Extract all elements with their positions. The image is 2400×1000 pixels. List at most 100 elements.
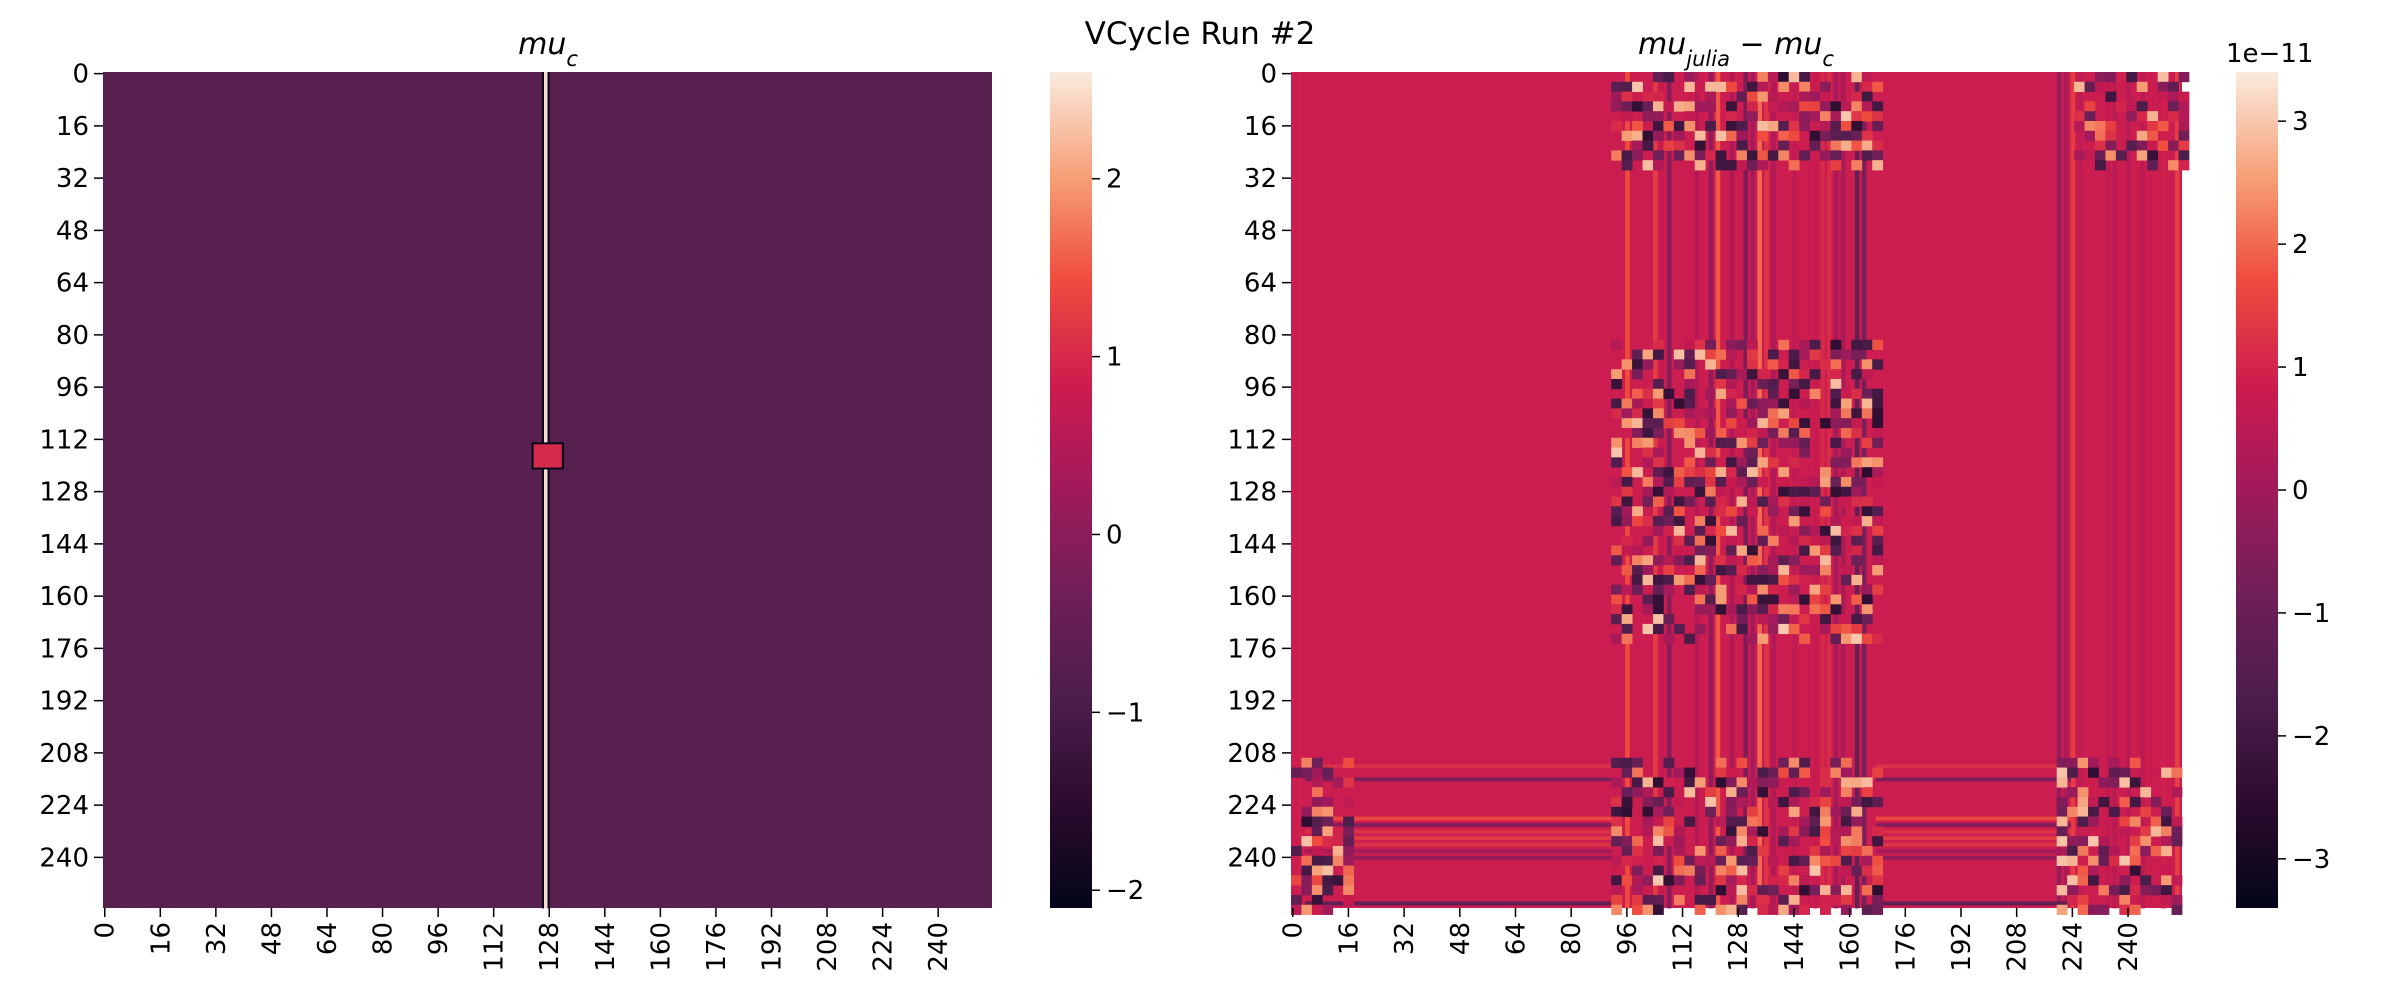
error-cell	[1767, 150, 1779, 161]
error-cell	[1767, 565, 1779, 576]
error-cell	[1705, 574, 1717, 586]
error-cell	[1830, 826, 1842, 837]
error-cell	[1663, 506, 1675, 517]
error-cell	[1851, 72, 1863, 83]
error-cell	[1726, 885, 1737, 896]
error-cell	[1684, 535, 1696, 546]
error-cell	[1684, 476, 1696, 488]
error-cell	[1746, 574, 1758, 586]
error-cell	[1809, 806, 1821, 817]
error-cell	[2115, 101, 2127, 112]
error-cell	[1736, 836, 1748, 847]
error-cell	[2056, 816, 2068, 827]
error-cell	[1642, 574, 1654, 586]
error-cell	[1632, 150, 1643, 161]
error-cell	[1778, 836, 1790, 847]
error-cell	[2178, 111, 2190, 122]
error-cell	[1840, 777, 1852, 788]
error-cell	[1642, 111, 1654, 122]
error-cell	[2056, 855, 2068, 866]
error-cell	[1861, 457, 1873, 468]
error-cell	[2126, 140, 2138, 151]
error-cell	[1757, 120, 1769, 132]
error-cell	[1757, 457, 1769, 468]
error-cell	[2178, 72, 2190, 83]
error-cell	[1642, 787, 1654, 798]
error-cell	[1820, 894, 1831, 906]
error-cell	[1788, 594, 1800, 605]
error-cell	[1673, 516, 1685, 527]
error-cell	[1642, 140, 1654, 151]
x-tick-label: 48	[1446, 922, 1476, 955]
error-cell	[1715, 865, 1727, 876]
error-cell	[1663, 516, 1675, 527]
error-cell	[1736, 777, 1748, 788]
error-cell	[1872, 437, 1884, 448]
y-tick-label: 64	[1244, 269, 1277, 299]
error-cell	[1632, 81, 1643, 92]
error-streak	[1304, 816, 1612, 821]
error-cell	[1820, 787, 1831, 798]
error-cell	[1632, 777, 1643, 788]
error-streak	[1304, 836, 1612, 841]
error-cell	[1736, 418, 1748, 429]
error-cell	[1673, 467, 1685, 478]
error-cell	[1746, 101, 1758, 112]
error-cell	[1799, 120, 1810, 132]
error-cell	[1799, 101, 1810, 112]
error-cell	[1642, 418, 1654, 429]
y-tick-label: 112	[1227, 425, 1277, 455]
error-cell	[1652, 160, 1664, 171]
error-cell	[1861, 787, 1873, 798]
colorbar-tick-label: 1	[1106, 343, 1123, 373]
error-streak	[2175, 72, 2180, 909]
error-cell	[1872, 885, 1884, 896]
error-cell	[1652, 555, 1664, 566]
error-cell	[1820, 796, 1831, 808]
error-cell	[1673, 427, 1685, 439]
error-cell	[1746, 777, 1758, 788]
error-cell	[1757, 787, 1769, 798]
error-cell	[1322, 865, 1334, 876]
error-cell	[1652, 845, 1664, 857]
error-cell	[2140, 787, 2152, 798]
error-cell	[2077, 845, 2089, 857]
error-cell	[2105, 130, 2117, 141]
error-cell	[1757, 633, 1769, 644]
error-cell	[1715, 81, 1727, 92]
error-cell	[1757, 525, 1769, 537]
error-cell	[1746, 496, 1758, 507]
error-cell	[2136, 111, 2148, 122]
error-cell	[1757, 427, 1769, 439]
error-cell	[1872, 359, 1884, 370]
error-cell	[1684, 72, 1696, 83]
error-cell	[1799, 855, 1810, 866]
x-tick-label: 80	[369, 922, 399, 955]
error-cell	[1726, 369, 1737, 380]
error-cell	[1726, 525, 1737, 537]
error-cell	[1726, 623, 1737, 635]
error-cell	[1694, 574, 1706, 586]
error-cell	[1632, 130, 1643, 141]
error-cell	[1830, 894, 1842, 906]
error-cell	[1840, 408, 1852, 419]
error-cell	[1715, 767, 1727, 778]
error-cell	[1632, 574, 1643, 586]
figure-suptitle: VCycle Run #2	[1085, 16, 1316, 52]
error-cell	[1778, 894, 1790, 906]
error-cell	[1767, 506, 1779, 517]
error-cell	[1291, 845, 1302, 857]
error-cell	[1726, 875, 1737, 886]
error-cell	[1788, 796, 1800, 808]
error-cell	[1830, 476, 1842, 488]
error-cell	[1809, 349, 1821, 360]
x-tick-label: 208	[2003, 922, 2033, 972]
error-cell	[1830, 120, 1842, 132]
error-cell	[1642, 623, 1654, 635]
error-cell	[1851, 623, 1863, 635]
error-cell	[1840, 757, 1852, 768]
error-cell	[1778, 427, 1790, 439]
error-cell	[1322, 904, 1334, 915]
error-cell	[1788, 418, 1800, 429]
error-streak	[1757, 72, 1762, 909]
